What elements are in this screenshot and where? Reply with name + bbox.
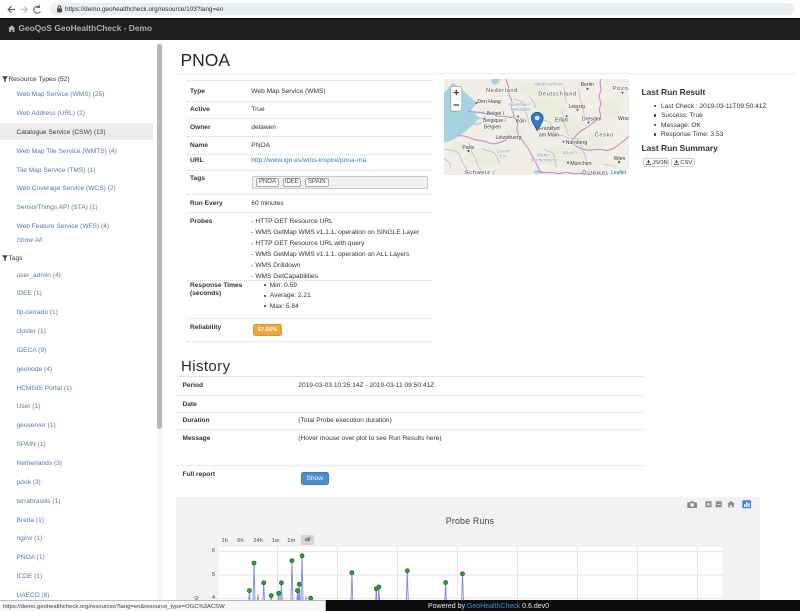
svg-text:Nederland: Nederland bbox=[485, 88, 517, 94]
svg-text:Österreic: Österreic bbox=[582, 170, 611, 175]
svg-text:Wien: Wien bbox=[613, 156, 625, 162]
svg-text:Lëtzebuerg: Lëtzebuerg bbox=[495, 135, 521, 141]
svg-text:Niedersachsen: Niedersachsen bbox=[533, 81, 564, 86]
svg-text:Deutschland: Deutschland bbox=[538, 92, 577, 98]
svg-text:Belgique /: Belgique / bbox=[482, 118, 506, 124]
svg-text:Česko: Česko bbox=[594, 132, 613, 139]
svg-text:Leaflet: Leaflet bbox=[611, 170, 627, 175]
svg-text:Württemberg: Württemberg bbox=[530, 157, 557, 162]
svg-text:Baden-: Baden- bbox=[536, 152, 551, 157]
svg-text:Köln: Köln bbox=[515, 119, 525, 125]
svg-text:Nürnberg: Nürnberg bbox=[565, 140, 587, 146]
svg-text:België /: België / bbox=[486, 111, 504, 117]
svg-text:München: München bbox=[570, 161, 591, 167]
svg-text:Est: Est bbox=[499, 154, 506, 159]
svg-text:Berlin: Berlin bbox=[580, 82, 593, 88]
svg-text:Leipzig: Leipzig bbox=[568, 104, 585, 110]
svg-text:Grand: Grand bbox=[497, 148, 510, 153]
svg-text:Erfurt: Erfurt bbox=[555, 118, 568, 124]
svg-text:Wroc: Wroc bbox=[617, 116, 629, 122]
svg-text:Westfalen: Westfalen bbox=[510, 107, 530, 112]
svg-text:Dresden: Dresden bbox=[581, 117, 601, 123]
svg-text:Schweiz /: Schweiz / bbox=[464, 170, 494, 175]
svg-text:Belgien: Belgien bbox=[483, 125, 500, 131]
svg-text:am Main: am Main bbox=[538, 132, 558, 138]
svg-text:Pozna: Pozna bbox=[612, 86, 629, 92]
svg-text:Paris: Paris bbox=[462, 145, 474, 151]
svg-text:Frankfurt: Frankfurt bbox=[538, 126, 559, 132]
svg-text:Nordrhein-: Nordrhein- bbox=[508, 102, 530, 107]
svg-text:Bayern: Bayern bbox=[562, 150, 577, 155]
svg-text:Den Haag: Den Haag bbox=[477, 99, 500, 105]
